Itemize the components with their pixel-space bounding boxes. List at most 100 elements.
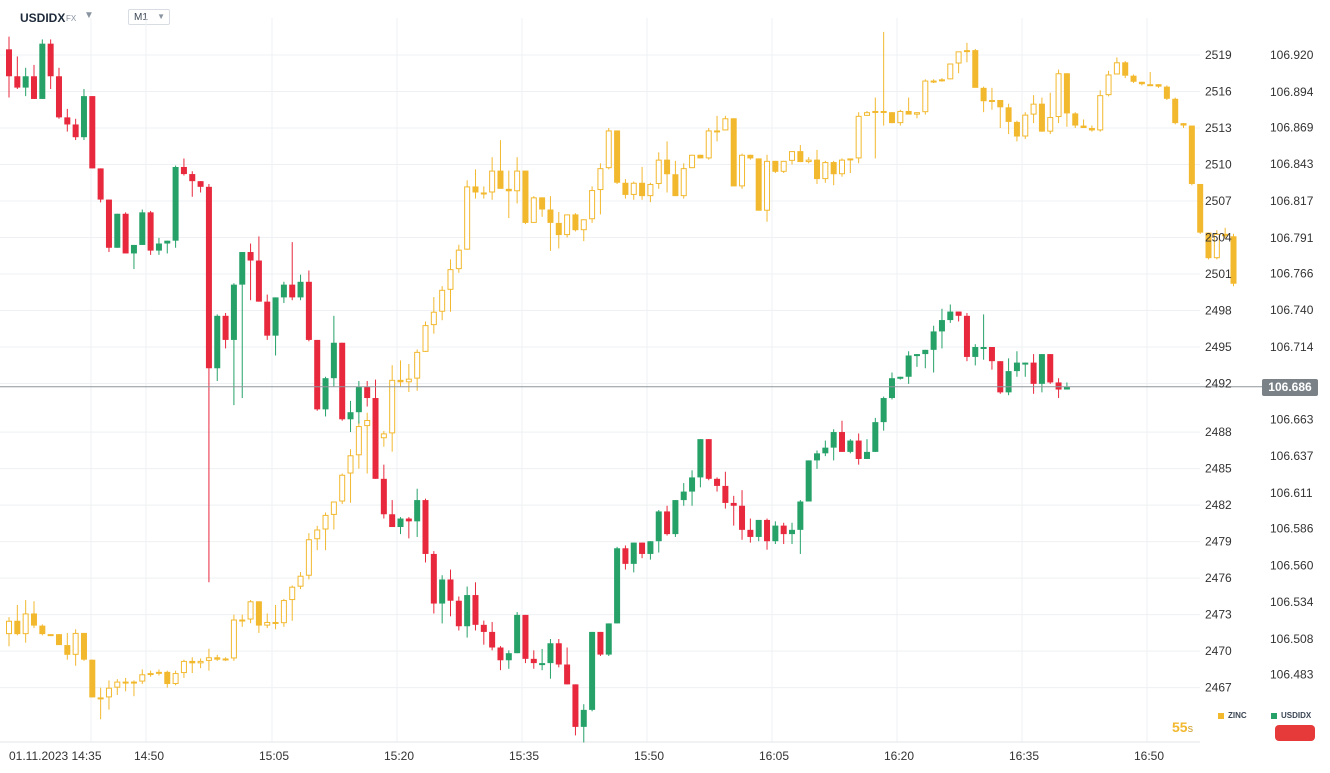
- candle-body: [847, 158, 854, 161]
- left-axis-tick: 2504: [1205, 231, 1232, 245]
- x-axis-tick: 16:20: [884, 749, 914, 763]
- candle-body: [614, 548, 621, 624]
- zinc-candle: [422, 321, 429, 352]
- candle-body: [414, 500, 421, 522]
- candle-body: [330, 501, 337, 515]
- candle-body: [205, 657, 212, 661]
- left-axis-tick: 2467: [1205, 681, 1232, 695]
- usdidx-candle: [522, 614, 529, 664]
- candle-body: [289, 284, 296, 298]
- usdidx-candle: [797, 500, 804, 554]
- right-axis-tick: 106.560: [1270, 558, 1314, 572]
- zinc-candle: [647, 182, 654, 203]
- right-axis-tick: 106.714: [1270, 340, 1314, 354]
- symbol-label[interactable]: USDIDX: [20, 11, 66, 25]
- candle-body: [247, 252, 254, 261]
- zinc-candle: [347, 449, 354, 503]
- candle-body: [589, 190, 596, 220]
- candle-body: [347, 455, 354, 474]
- candle-body: [447, 269, 454, 290]
- usdidx-candle: [863, 439, 870, 459]
- candle-body: [1222, 233, 1229, 237]
- candle-body: [555, 643, 562, 665]
- zinc-candle: [472, 169, 479, 199]
- candle-body: [747, 529, 754, 537]
- left-axis-tick: 2470: [1205, 644, 1232, 658]
- candle-body: [489, 631, 496, 648]
- candle-body: [947, 311, 954, 321]
- candle-body: [72, 632, 79, 655]
- zinc-candle: [330, 501, 337, 530]
- candle-body: [863, 112, 870, 116]
- zinc-candle: [164, 670, 171, 688]
- candle-body: [897, 110, 904, 124]
- candle-body: [697, 154, 704, 159]
- zinc-candle: [197, 658, 204, 669]
- usdidx-candle: [938, 308, 945, 349]
- usdidx-candle: [55, 67, 62, 119]
- candle-body: [1038, 103, 1045, 132]
- usdidx-candle: [239, 252, 246, 399]
- timeframe-select[interactable]: M1 ▼: [128, 9, 170, 25]
- zinc-candle: [205, 648, 212, 671]
- candle-body: [355, 386, 362, 413]
- candle-body: [938, 79, 945, 82]
- usdidx-candle: [647, 541, 654, 560]
- candle-body: [1113, 62, 1120, 75]
- candle-body: [822, 162, 829, 180]
- zinc-candle: [764, 154, 771, 222]
- candle-body: [122, 213, 129, 254]
- zinc-candle: [589, 186, 596, 223]
- zinc-candle: [1122, 61, 1129, 79]
- candle-body: [230, 284, 237, 340]
- zinc-candle: [80, 632, 87, 661]
- zinc-candle: [497, 140, 504, 189]
- usdidx-candle: [347, 400, 354, 433]
- usdidx-candle: [72, 118, 79, 141]
- x-axis-tick: 15:20: [384, 749, 414, 763]
- candle-body: [305, 539, 312, 576]
- candle-body: [897, 376, 904, 379]
- usdidx-candle: [480, 620, 487, 645]
- zinc-candle: [230, 614, 237, 661]
- zinc-candle: [897, 109, 904, 126]
- usdidx-candle: [255, 236, 262, 302]
- usdidx-candle: [847, 439, 854, 454]
- zinc-candle: [1005, 103, 1012, 135]
- candle-body: [514, 170, 521, 192]
- candle-body: [1180, 123, 1187, 126]
- right-axis-tick: 106.586: [1270, 521, 1314, 535]
- usdidx-candle: [97, 168, 104, 203]
- timer-unit: s: [1187, 723, 1194, 735]
- x-axis-tick: 16:50: [1134, 749, 1164, 763]
- sell-button[interactable]: [1275, 725, 1315, 741]
- left-axis-tick: 2498: [1205, 304, 1232, 318]
- usdidx-candle: [872, 417, 879, 452]
- zinc-candle: [380, 430, 387, 447]
- candle-body: [689, 477, 696, 492]
- usdidx-candle: [122, 212, 129, 254]
- candle-body: [180, 166, 187, 175]
- zinc-candle: [122, 677, 129, 692]
- candle-body: [630, 542, 637, 564]
- usdidx-candle: [722, 471, 729, 509]
- usdidx-candle: [47, 39, 54, 90]
- candle-body: [705, 439, 712, 479]
- candle-body: [139, 212, 146, 245]
- chevron-down-icon: ▼: [157, 12, 165, 21]
- left-axis-tick: 2519: [1205, 48, 1232, 62]
- candle-body: [30, 613, 37, 626]
- candle-body: [197, 660, 204, 664]
- candle-body: [830, 432, 837, 448]
- candle-body: [214, 657, 221, 660]
- zinc-candle: [955, 51, 962, 74]
- usdidx-candle: [747, 518, 754, 543]
- symbol-dropdown-icon[interactable]: ▼: [84, 10, 94, 21]
- zinc-candle: [264, 613, 271, 629]
- candle-body: [1188, 125, 1195, 184]
- candle-body: [1172, 98, 1179, 124]
- zinc-candle: [355, 421, 362, 469]
- candle-body: [380, 478, 387, 515]
- zinc-candle: [305, 533, 312, 580]
